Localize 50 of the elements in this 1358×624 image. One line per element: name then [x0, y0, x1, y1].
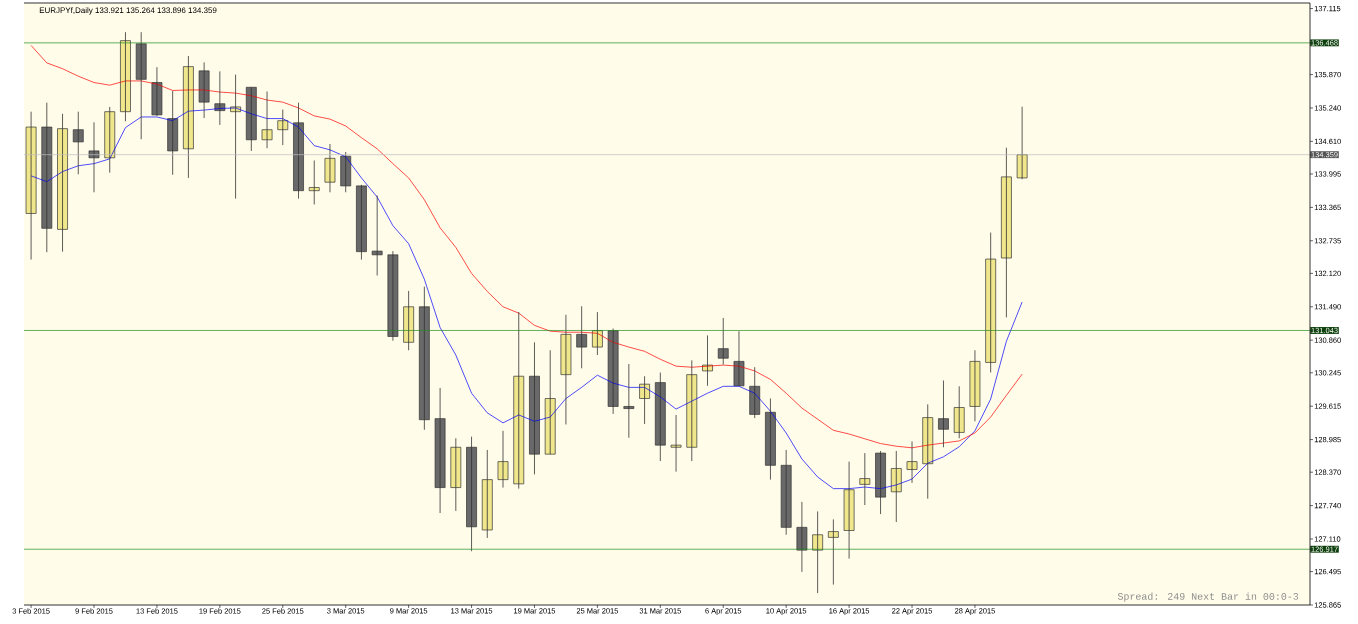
candlestick — [812, 511, 824, 594]
candlestick — [717, 317, 729, 365]
candlestick — [686, 359, 698, 462]
candlestick — [1001, 147, 1012, 318]
candlestick — [434, 387, 446, 514]
candlestick — [340, 151, 352, 193]
candlestick — [938, 380, 949, 448]
candlestick — [1016, 106, 1028, 180]
text: Spread: 249 Next Bar in 00:0-3 — [1117, 592, 1299, 602]
candlestick — [560, 314, 572, 425]
candlestick — [261, 91, 273, 149]
candlestick — [371, 195, 383, 276]
candlestick — [623, 363, 635, 439]
candlestick — [827, 518, 839, 585]
candlestick — [450, 437, 462, 512]
candlestick — [843, 461, 855, 560]
candlestick — [796, 501, 808, 573]
candlestick — [466, 436, 477, 552]
candlestick — [72, 111, 84, 175]
candlestick — [497, 430, 509, 488]
candlestick — [953, 385, 965, 439]
candlestick — [985, 232, 997, 373]
candlestick — [765, 398, 776, 481]
candlestick — [135, 31, 147, 140]
candlestick — [324, 143, 336, 193]
candlestick — [277, 109, 289, 146]
candlestick — [875, 450, 886, 515]
candlestick — [529, 341, 540, 475]
candlestick — [576, 305, 588, 369]
candlestick — [356, 184, 367, 260]
candlestick — [481, 449, 493, 539]
candlestick — [654, 372, 666, 462]
candlestick — [308, 160, 320, 205]
candlestick — [41, 102, 53, 253]
candlestick — [969, 349, 981, 422]
candlestick — [403, 290, 415, 351]
candlestick — [859, 452, 871, 506]
candlestick — [57, 113, 68, 253]
candlestick — [25, 111, 37, 260]
candlestick — [167, 90, 179, 176]
candlestick — [544, 349, 556, 455]
candlestick — [670, 414, 682, 473]
candlestick — [418, 286, 430, 431]
candlestick — [906, 441, 918, 484]
candlestick — [387, 250, 399, 342]
candlestick — [293, 102, 304, 200]
candlestick — [198, 61, 210, 119]
candlestick — [513, 311, 525, 490]
candlestick — [780, 449, 792, 536]
candlestick — [151, 66, 163, 117]
